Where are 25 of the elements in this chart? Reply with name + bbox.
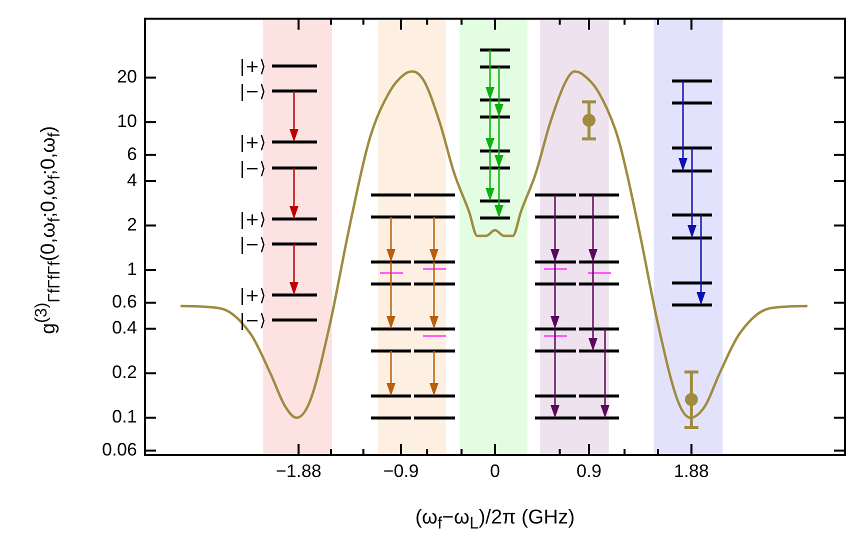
x-tick-label: 0 [490, 460, 500, 481]
y-tick-label: 0.1 [112, 406, 137, 427]
x-tick-label: −0.9 [383, 460, 419, 481]
y-tick-label: 0.2 [112, 362, 137, 382]
annotation: |+⟩ [239, 133, 266, 153]
y-tick-label: 0.6 [112, 292, 137, 312]
annotation: |+⟩ [239, 210, 266, 230]
y-tick-label: 6 [126, 144, 137, 164]
y-tick-label: 10 [116, 111, 137, 132]
y-tick-label: 0.4 [112, 318, 137, 338]
y-tick-label: 20 [116, 66, 137, 87]
x-tick-label: 0.9 [576, 460, 602, 481]
y-tick-label: 2 [126, 214, 137, 234]
y-tick-label: 4 [126, 170, 137, 190]
annotation: |−⟩ [239, 159, 266, 179]
y-tick-label: 0.06 [102, 440, 137, 460]
annotation: |−⟩ [239, 311, 266, 331]
x-tick-label: −1.88 [276, 460, 322, 481]
annotation: |−⟩ [239, 82, 266, 102]
y-tick-label: 1 [126, 258, 137, 279]
x-axis-title: (ω$_{f}$−ω$_{L}$)/2π (GHz) [415, 506, 575, 534]
annotation: |−⟩ [239, 235, 266, 255]
x-tick-label: 1.88 [674, 460, 709, 481]
annotation: |+⟩ [239, 57, 266, 77]
annotation: |+⟩ [239, 286, 266, 306]
